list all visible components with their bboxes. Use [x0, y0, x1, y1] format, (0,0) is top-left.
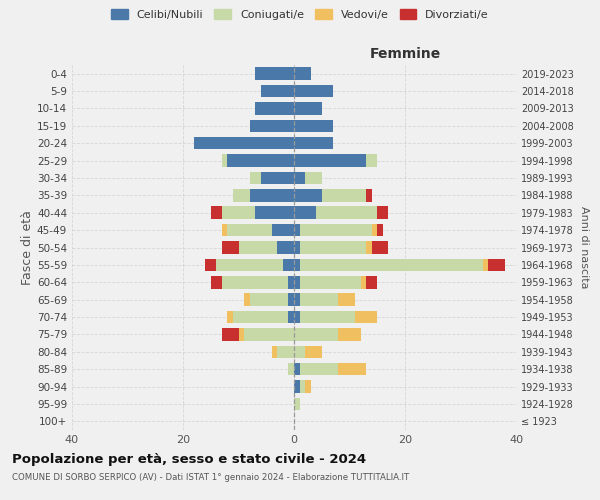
Bar — [294, 398, 299, 410]
Bar — [299, 276, 361, 288]
Bar — [272, 224, 294, 236]
Bar — [366, 276, 377, 288]
Bar — [338, 294, 355, 306]
Bar — [211, 276, 222, 288]
Bar — [250, 294, 289, 306]
Text: COMUNE DI SORBO SERPICO (AV) - Dati ISTAT 1° gennaio 2024 - Elaborazione TUTTITA: COMUNE DI SORBO SERPICO (AV) - Dati ISTA… — [12, 472, 409, 482]
Legend: Celibi/Nubili, Coniugati/e, Vedovi/e, Divorziati/e: Celibi/Nubili, Coniugati/e, Vedovi/e, Di… — [108, 6, 492, 23]
Bar — [260, 172, 294, 184]
Bar — [227, 154, 294, 167]
Bar — [233, 189, 250, 202]
Bar — [283, 258, 294, 271]
Bar — [294, 120, 333, 132]
Bar — [294, 258, 299, 271]
Bar — [205, 258, 216, 271]
Bar — [305, 172, 322, 184]
Bar — [233, 311, 289, 324]
Bar — [289, 311, 294, 324]
Bar — [250, 172, 260, 184]
Bar — [305, 380, 311, 393]
Bar — [294, 85, 333, 98]
Bar — [289, 363, 294, 376]
Bar — [250, 120, 294, 132]
Y-axis label: Fasce di età: Fasce di età — [21, 210, 34, 285]
Bar — [299, 294, 338, 306]
Bar — [211, 206, 222, 219]
Bar — [255, 206, 294, 219]
Text: Popolazione per età, sesso e stato civile - 2024: Popolazione per età, sesso e stato civil… — [12, 452, 366, 466]
Bar — [483, 258, 488, 271]
Bar — [194, 137, 294, 149]
Bar — [299, 363, 338, 376]
Bar — [222, 224, 227, 236]
Bar — [222, 276, 289, 288]
Bar — [305, 346, 322, 358]
Bar — [227, 224, 272, 236]
Bar — [294, 241, 299, 254]
Bar — [272, 346, 277, 358]
Bar — [216, 258, 283, 271]
Bar — [299, 241, 366, 254]
Bar — [294, 346, 305, 358]
Bar — [260, 85, 294, 98]
Bar — [377, 206, 388, 219]
Bar — [299, 380, 305, 393]
Bar — [322, 189, 366, 202]
Bar — [277, 346, 294, 358]
Bar — [361, 276, 366, 288]
Bar — [299, 224, 372, 236]
Bar — [294, 328, 338, 340]
Bar — [338, 363, 366, 376]
Bar — [366, 241, 372, 254]
Bar — [277, 241, 294, 254]
Bar — [294, 311, 299, 324]
Bar — [294, 172, 305, 184]
Bar — [299, 258, 483, 271]
Bar — [250, 189, 294, 202]
Bar — [294, 189, 322, 202]
Bar — [255, 102, 294, 115]
Bar — [377, 224, 383, 236]
Bar — [294, 102, 322, 115]
Bar — [294, 137, 333, 149]
Bar — [294, 380, 299, 393]
Bar — [372, 241, 388, 254]
Bar — [255, 68, 294, 80]
Bar — [222, 328, 239, 340]
Bar — [244, 328, 294, 340]
Bar — [294, 363, 299, 376]
Y-axis label: Anni di nascita: Anni di nascita — [579, 206, 589, 289]
Bar — [222, 206, 255, 219]
Bar — [355, 311, 377, 324]
Bar — [294, 294, 299, 306]
Bar — [289, 294, 294, 306]
Bar — [366, 154, 377, 167]
Bar — [316, 206, 377, 219]
Bar — [289, 276, 294, 288]
Bar — [239, 241, 277, 254]
Bar — [366, 189, 372, 202]
Bar — [294, 68, 311, 80]
Bar — [294, 224, 299, 236]
Text: Femmine: Femmine — [370, 48, 440, 62]
Bar — [372, 224, 377, 236]
Bar — [299, 311, 355, 324]
Bar — [227, 311, 233, 324]
Bar — [294, 154, 366, 167]
Bar — [222, 154, 227, 167]
Bar — [294, 276, 299, 288]
Bar — [244, 294, 250, 306]
Bar — [294, 206, 316, 219]
Bar — [239, 328, 244, 340]
Bar — [222, 241, 239, 254]
Bar — [338, 328, 361, 340]
Bar — [488, 258, 505, 271]
